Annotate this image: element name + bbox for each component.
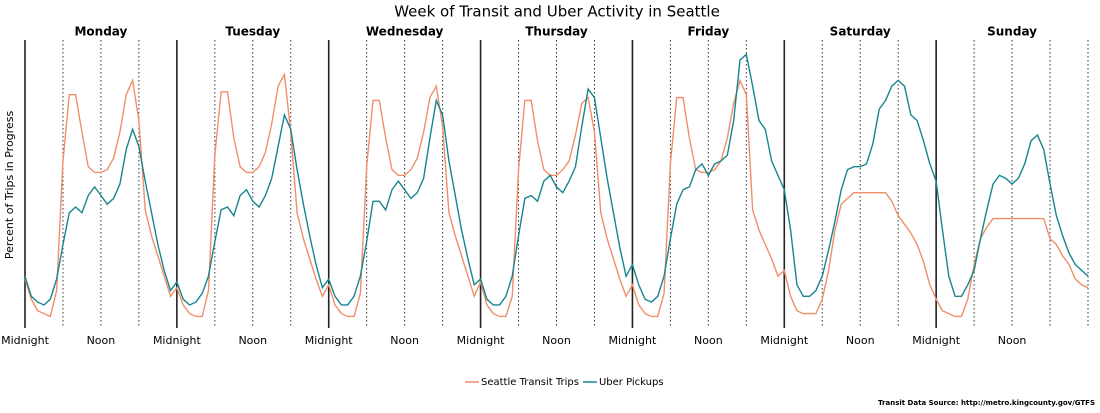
x-tick-label: Noon [542,334,571,347]
x-tick-label: Noon [846,334,875,347]
chart-title: Week of Transit and Uber Activity in Sea… [394,3,720,21]
day-label: Thursday [525,25,588,39]
x-tick-label: Noon [694,334,723,347]
x-tick-label: Midnight [305,334,354,347]
x-tick-label: Noon [238,334,267,347]
y-axis-label: Percent of Trips in Progress [3,111,16,260]
series-line [24,72,1089,318]
day-label: Sunday [987,25,1037,39]
x-tick-label: Midnight [153,334,202,347]
x-tick-label: Noon [87,334,116,347]
legend-label: Seattle Transit Trips [481,377,579,388]
x-tick-label: Midnight [457,334,506,347]
x-tick-label: Midnight [1,334,50,347]
day-label: Tuesday [225,25,280,39]
source-note: Transit Data Source: http://metro.kingco… [878,399,1095,407]
day-label: Wednesday [366,25,444,39]
x-tick-label: Midnight [760,334,809,347]
series-line [24,53,1089,306]
x-tick-label: Midnight [912,334,961,347]
legend-label: Uber Pickups [599,377,664,388]
day-label: Monday [74,25,127,39]
x-tick-label: Midnight [609,334,658,347]
day-label: Saturday [830,25,891,39]
day-label: Friday [688,25,730,39]
x-tick-label: Noon [390,334,419,347]
x-tick-label: Noon [998,334,1027,347]
